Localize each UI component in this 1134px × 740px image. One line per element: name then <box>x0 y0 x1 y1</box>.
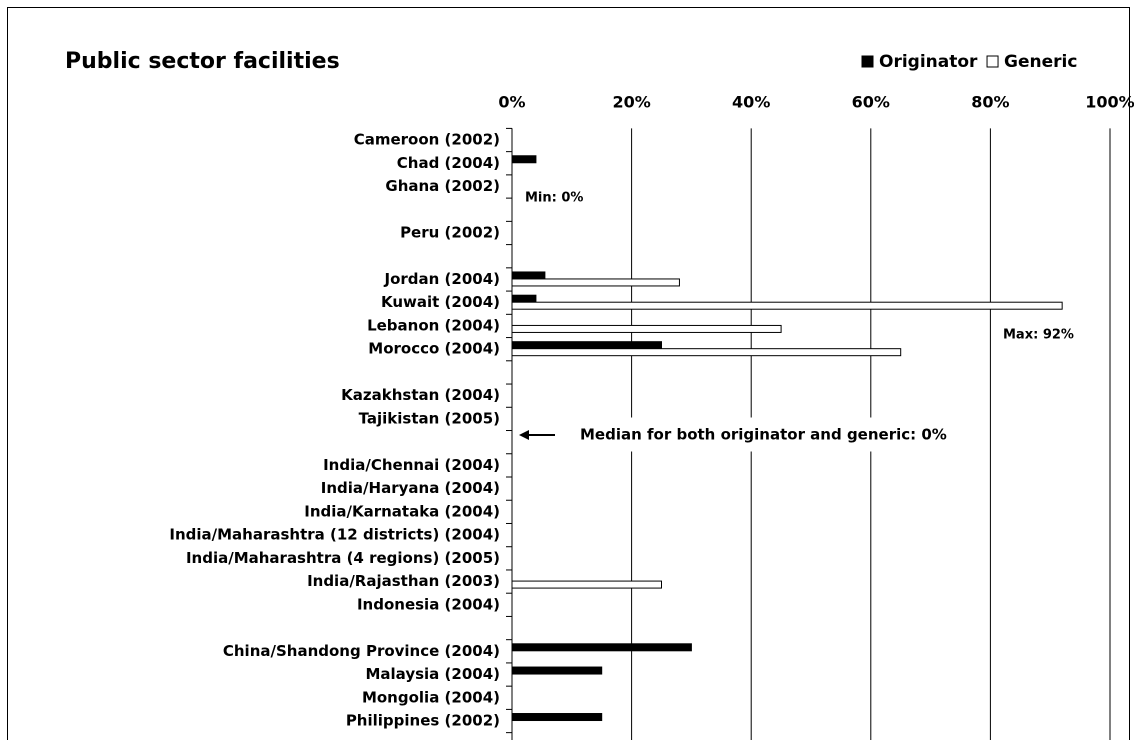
y-tick-label: India/Maharashtra (12 districts) (2004) <box>169 526 500 544</box>
x-tick-label: 80% <box>971 93 1009 112</box>
y-tick-label: Ghana (2002) <box>385 177 500 195</box>
x-tick-label: 40% <box>732 93 770 112</box>
y-tick-label: Mongolia (2004) <box>362 688 500 706</box>
x-tick-label: 60% <box>852 93 890 112</box>
y-tick-label: Cameroon (2002) <box>354 131 500 149</box>
bar <box>511 271 546 280</box>
y-tick-label: Jordan (2004) <box>383 270 500 288</box>
y-tick-label: Philippines (2002) <box>346 712 500 730</box>
x-tick-label: 100% <box>1085 93 1134 112</box>
legend-swatch <box>861 55 874 68</box>
annotation: Max: 92% <box>1003 328 1074 343</box>
legend-swatch <box>986 55 999 68</box>
y-tick-label: Lebanon (2004) <box>367 316 500 334</box>
y-tick-label: Peru (2002) <box>400 223 500 241</box>
y-tick-label: Chad (2004) <box>397 154 500 172</box>
annotation: Median for both originator and generic: … <box>580 426 947 444</box>
annotation: Min: 0% <box>525 191 583 206</box>
bar <box>511 348 902 357</box>
bar <box>511 294 537 303</box>
bar <box>511 666 603 675</box>
bar <box>511 713 603 722</box>
y-tick-label: Indonesia (2004) <box>357 595 500 613</box>
bar <box>511 580 662 589</box>
bar <box>511 278 680 287</box>
bar <box>511 341 662 350</box>
y-tick-label: India/Rajasthan (2003) <box>307 572 500 590</box>
bar <box>511 155 537 164</box>
arrow-head <box>519 430 529 440</box>
y-tick-label: Kazakhstan (2004) <box>341 386 500 404</box>
frame <box>7 7 1130 740</box>
y-tick-label: Tajikistan (2005) <box>359 409 500 427</box>
y-tick-label: Malaysia (2004) <box>365 665 500 683</box>
y-tick-label: India/Chennai (2004) <box>323 456 500 474</box>
bar <box>511 301 1063 310</box>
y-tick-label: India/Maharashtra (4 regions) (2005) <box>186 549 500 567</box>
annotation-background <box>574 417 953 452</box>
x-tick-label: 20% <box>612 93 650 112</box>
y-tick-label: Kuwait (2004) <box>381 293 500 311</box>
legend-label: Generic <box>1004 52 1077 72</box>
bar <box>511 643 692 652</box>
y-tick-label: Morocco (2004) <box>368 340 500 358</box>
chart-title: Public sector facilities <box>65 49 340 74</box>
bar <box>511 324 782 333</box>
y-tick-label: India/Karnataka (2004) <box>304 502 500 520</box>
legend-label: Originator <box>879 52 978 72</box>
y-tick-label: India/Haryana (2004) <box>321 479 500 497</box>
x-tick-label: 0% <box>498 93 525 112</box>
y-tick-label: China/Shandong Province (2004) <box>223 642 500 660</box>
